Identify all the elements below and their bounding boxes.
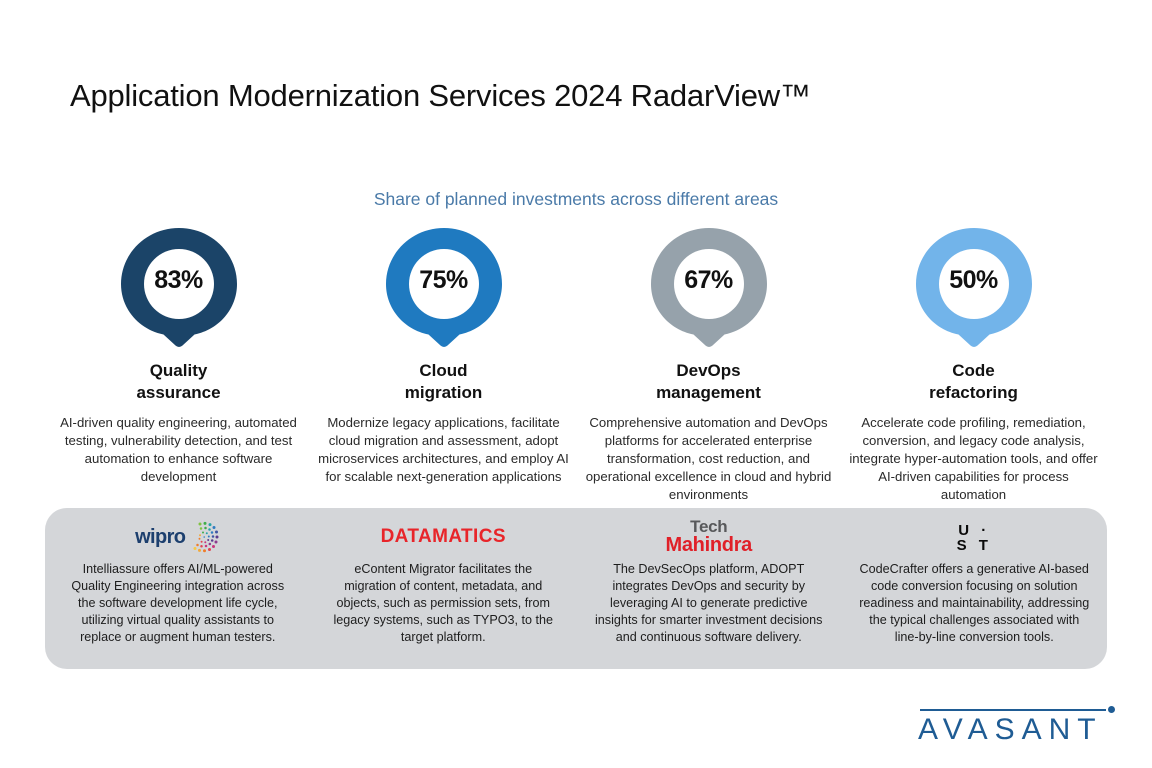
pin-gauge-devops-management: 67% <box>647 226 771 348</box>
pin-gauge-quality-assurance: 83% <box>117 226 241 348</box>
vendor-panel: wipro <box>45 508 1107 669</box>
datamatics-logo-text: DATAMATICS <box>380 526 506 547</box>
avasant-logo-dot-icon <box>1108 706 1115 713</box>
column-heading-line1: DevOps <box>676 361 741 380</box>
column-heading: DevOps management <box>656 360 761 404</box>
page-title: Application Modernization Services 2024 … <box>70 78 811 113</box>
metric-column-code-refactoring: 50% Code refactoring Accelerate code pro… <box>841 226 1106 504</box>
column-description: AI-driven quality engineering, automated… <box>60 415 297 485</box>
column-heading-line2: management <box>656 383 761 403</box>
metric-column-cloud-migration: 75% Cloud migration Modernize legacy app… <box>311 226 576 504</box>
column-heading-line2: assurance <box>136 383 221 403</box>
pin-gauge-icon <box>650 228 767 347</box>
column-heading: Code refactoring <box>929 360 1018 404</box>
column-description: Modernize legacy applications, facilitat… <box>318 415 569 485</box>
metric-columns: 83% Quality assurance AI-driven quality … <box>46 226 1106 504</box>
pin-gauge-value: 83% <box>154 266 203 294</box>
pin-gauge-value: 67% <box>684 266 733 294</box>
pin-gauge-icon <box>120 228 237 347</box>
datamatics-logo: DATAMATICS <box>381 517 506 557</box>
tech-mahindra-logo: Tech Mahindra <box>666 517 753 557</box>
tech-mahindra-logo-text-top: Tech <box>690 516 728 536</box>
metric-column-devops-management: 67% DevOps management Comprehensive auto… <box>576 226 841 504</box>
vendor-cell-wipro: wipro <box>45 508 311 669</box>
column-heading-line1: Code <box>952 361 995 380</box>
vendor-description: eContent Migrator facilitates the migrat… <box>333 562 554 644</box>
column-heading-line2: refactoring <box>929 383 1018 403</box>
ust-logo-text-bottom: S T <box>956 537 992 554</box>
wipro-logo-text: wipro <box>135 525 186 548</box>
vendor-description: Intelliassure offers AI/ML-powered Quali… <box>71 562 285 644</box>
chart-subtitle: Share of planned investments across diff… <box>373 189 779 209</box>
column-heading-line2: migration <box>404 383 483 403</box>
column-heading: Quality assurance <box>136 360 220 404</box>
tech-mahindra-logo-text-bottom: Mahindra <box>665 533 753 556</box>
pin-gauge-value: 50% <box>949 266 998 294</box>
vendor-description: The DevSecOps platform, ADOPT integrates… <box>595 562 823 644</box>
column-description: Comprehensive automation and DevOps plat… <box>585 415 832 502</box>
vendor-cell-ust: U · S T CodeCrafter offers a generative … <box>842 508 1108 669</box>
pin-gauge-icon <box>915 228 1032 347</box>
pin-gauge-code-refactoring: 50% <box>912 226 1036 348</box>
avasant-logo-text: AVASANT <box>918 713 1103 746</box>
avasant-logo: AVASANT <box>918 706 1124 746</box>
vendor-cell-tech-mahindra: Tech Mahindra The DevSecOps platform, AD… <box>576 508 842 669</box>
column-heading-line1: Quality <box>149 361 208 380</box>
avasant-logo-line <box>920 709 1106 711</box>
pin-gauge-icon <box>385 228 502 347</box>
wipro-spiral-icon <box>193 521 219 553</box>
ust-logo: U · S T <box>957 517 992 557</box>
ust-logo-text-top: U · <box>958 522 991 539</box>
column-description: Accelerate code profiling, remediation, … <box>849 415 1098 502</box>
metric-column-quality-assurance: 83% Quality assurance AI-driven quality … <box>46 226 311 504</box>
column-heading: Cloud migration <box>405 360 482 404</box>
vendor-cell-datamatics: DATAMATICS eContent Migrator facilitates… <box>311 508 577 669</box>
pin-gauge-value: 75% <box>419 266 468 294</box>
pin-gauge-cloud-migration: 75% <box>382 226 506 348</box>
column-heading-line1: Cloud <box>419 361 468 380</box>
wipro-logo: wipro <box>135 517 220 557</box>
vendor-description: CodeCrafter offers a generative AI-based… <box>859 562 1090 644</box>
avasant-logo-rule <box>918 706 1124 714</box>
